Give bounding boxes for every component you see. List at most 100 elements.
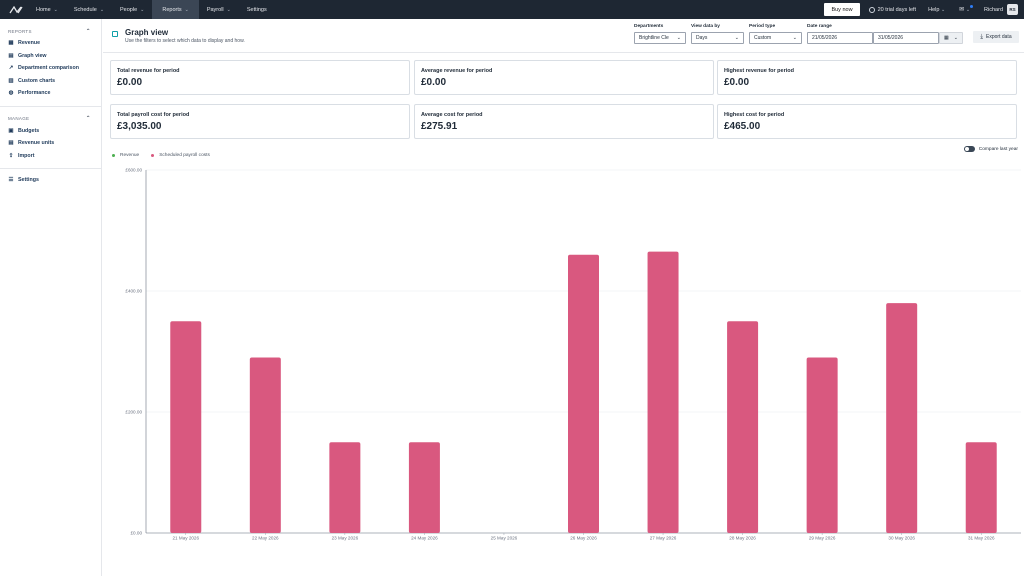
bar-payroll — [408, 442, 440, 533]
reports-section-header[interactable]: REPORTS ⌃ — [0, 25, 101, 37]
graph-icon: ▤ — [8, 52, 14, 59]
sidebar-item-import[interactable]: ⇪ Import — [0, 150, 101, 163]
stat-card-total-revenue: Total revenue for period £0.00 — [110, 60, 410, 95]
period-type-label: Period type — [749, 24, 776, 29]
page-subtitle: Use the filters to select which data to … — [125, 38, 245, 44]
sidebar-item-budgets[interactable]: ▣ Budgets — [0, 125, 101, 138]
nav-home-label: Home — [36, 6, 51, 13]
notification-dot — [970, 5, 974, 8]
view-by-select[interactable]: Days ⌄ — [691, 32, 744, 44]
legend-item-payroll[interactable]: Scheduled payroll costs — [151, 153, 210, 158]
trial-label: 20 trial days left — [877, 6, 917, 13]
calendar-button[interactable]: ▦ ⌄ — [939, 32, 963, 44]
chevron-down-icon: ⌄ — [140, 6, 145, 13]
sidebar-item-label: Settings — [18, 177, 39, 184]
nav-schedule-label: Schedule — [73, 6, 97, 13]
sidebar-item-custom-charts[interactable]: ▥ Custom charts — [0, 75, 101, 88]
x-tick-label: 30 May 2026 — [888, 536, 915, 541]
x-tick-label: 22 May 2026 — [252, 536, 279, 541]
departments-label: Departments — [634, 24, 664, 29]
sidebar-item-performance[interactable]: ◍ Performance — [0, 87, 101, 100]
legend-dot — [151, 154, 155, 157]
date-to-value: 31/05/2026 — [878, 35, 904, 41]
nav-schedule[interactable]: Schedule ⌄ — [66, 0, 112, 19]
chevron-down-icon: ⌄ — [99, 6, 105, 13]
page-title: Graph view — [125, 28, 169, 37]
date-range-filter: Date range 21/05/2026 31/05/2026 ▦ ⌄ — [807, 24, 967, 44]
chevron-down-icon: ⌄ — [226, 6, 231, 13]
y-tick-label: £0.00 — [131, 531, 143, 536]
sidebar-divider — [0, 168, 101, 169]
nav-home[interactable]: Home ⌄ — [28, 0, 66, 19]
sidebar-divider — [0, 105, 101, 107]
compare-toggle[interactable] — [963, 146, 975, 152]
nav-people[interactable]: People ⌄ — [112, 0, 152, 19]
logo-icon[interactable] — [4, 0, 28, 19]
download-icon: ⤓ — [980, 33, 984, 40]
mail-icon[interactable]: ✉ ⌄ — [959, 5, 974, 13]
stat-card-highest-cost: Highest cost for period £465.00 — [717, 104, 1017, 139]
nav-settings[interactable]: Settings — [239, 0, 275, 19]
sidebar-item-revenue[interactable]: ▦ Revenue — [0, 37, 101, 50]
stat-label: Total payroll cost for period — [117, 112, 190, 118]
chevron-down-icon: ⌄ — [184, 6, 189, 13]
sidebar: REPORTS ⌃ ▦ Revenue ▤ Graph view ↗ Departme… — [0, 19, 102, 576]
legend-label: Revenue — [120, 153, 140, 158]
period-type-select[interactable]: Custom ⌄ — [749, 32, 802, 44]
nav-reports[interactable]: Reports ⌄ — [152, 0, 199, 19]
manage-heading: MANAGE — [8, 116, 30, 121]
x-tick-label: 24 May 2026 — [411, 536, 438, 541]
stat-value: £0.00 — [724, 77, 750, 88]
chevron-down-icon: ⌄ — [734, 35, 739, 41]
x-tick-label: 31 May 2026 — [968, 536, 995, 541]
help-menu[interactable]: Help ⌄ — [928, 7, 945, 13]
payroll-bar-chart: £0.00 £200.00 £400.00 £600.00 21 May 2026 22 … — [125, 168, 1021, 541]
stat-label: Average cost for period — [421, 112, 483, 118]
bar-payroll — [727, 321, 759, 533]
sidebar-item-label: Import — [18, 152, 35, 159]
grid-icon: ▦ — [8, 40, 14, 47]
chart-legend: Revenue Scheduled payroll costs — [112, 153, 222, 158]
main-content: Graph view Use the filters to select whi… — [103, 19, 1024, 576]
avatar[interactable]: RS — [1007, 4, 1018, 15]
trial-indicator[interactable]: 20 trial days left — [868, 6, 917, 13]
y-tick-label: £600.00 — [125, 168, 142, 173]
departments-select[interactable]: Brightline Cle ⌄ — [634, 32, 686, 44]
export-data-label: Export data — [986, 34, 1012, 40]
nav-payroll-label: Payroll — [206, 6, 224, 13]
compare-last-year[interactable]: Compare last year — [963, 146, 1018, 152]
bar-payroll — [170, 321, 202, 533]
legend-item-revenue[interactable]: Revenue — [112, 153, 139, 158]
sidebar-item-revenue-units[interactable]: ▤ Revenue units — [0, 137, 101, 150]
stat-label: Average revenue for period — [421, 68, 493, 74]
view-by-value: Days — [696, 35, 708, 41]
chevron-down-icon: ⌄ — [676, 35, 681, 41]
nav-payroll[interactable]: Payroll ⌄ — [199, 0, 239, 19]
calendar-icon: ▦ — [944, 35, 949, 41]
date-from-input[interactable]: 21/05/2026 — [807, 32, 873, 44]
view-by-label: View data by — [691, 24, 720, 29]
x-tick-label: 26 May 2026 — [570, 536, 597, 541]
nav-people-label: People — [120, 6, 138, 13]
sidebar-item-settings[interactable]: ☰ Settings — [0, 174, 101, 187]
user-name[interactable]: Richard — [984, 6, 1003, 13]
buy-now-button[interactable]: Buy now — [824, 3, 860, 16]
date-to-input[interactable]: 31/05/2026 — [873, 32, 939, 44]
sidebar-item-label: Department comparison — [18, 65, 79, 72]
departments-value: Brightline Cle — [639, 35, 669, 41]
chart-icon: ▥ — [8, 77, 14, 84]
departments-filter: Departments Brightline Cle ⌄ — [634, 24, 686, 44]
stat-card-total-payroll: Total payroll cost for period £3,035.00 — [110, 104, 410, 139]
chevron-up-icon: ⌃ — [85, 28, 91, 35]
x-tick-label: 21 May 2026 — [172, 536, 199, 541]
sidebar-item-department-comparison[interactable]: ↗ Department comparison — [0, 62, 101, 75]
sidebar-item-label: Revenue units — [18, 140, 55, 147]
export-data-button[interactable]: ⤓ Export data — [973, 31, 1019, 43]
manage-section-header[interactable]: MANAGE ⌃ — [0, 113, 101, 125]
sidebar-item-graph-view[interactable]: ▤ Graph view — [0, 50, 101, 63]
chevron-down-icon: ⌄ — [53, 6, 58, 13]
nav-settings-label: Settings — [246, 6, 267, 13]
sidebar-item-label: Performance — [18, 90, 51, 97]
period-type-filter: Period type Custom ⌄ — [749, 24, 802, 44]
stat-value: £465.00 — [724, 121, 761, 132]
